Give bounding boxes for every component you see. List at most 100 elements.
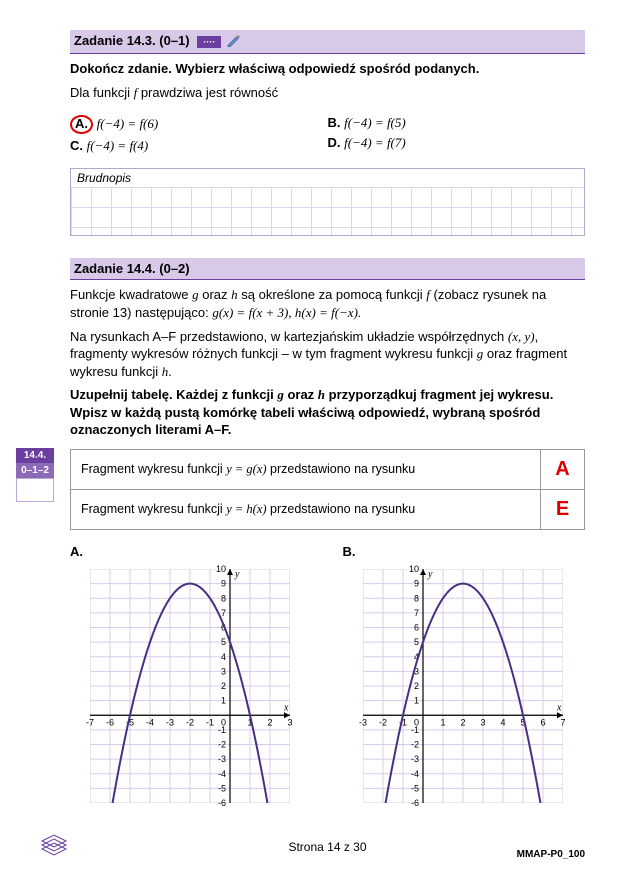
answer-B-expr: f(−4) = f(5)	[344, 115, 406, 130]
svg-text:6: 6	[413, 622, 418, 632]
r2eq: y = h(x)	[226, 502, 266, 516]
lead-pre: Dla funkcji	[70, 85, 134, 100]
p1c: są określone za pomocą funkcji	[238, 287, 427, 302]
answers-14-3: A. f(−4) = f(6) C. f(−4) = f(4) B. f(−4)…	[70, 111, 585, 158]
svg-text:-1: -1	[206, 717, 214, 727]
svg-text:-5: -5	[218, 783, 226, 793]
table-row: Fragment wykresu funkcji y = h(x) przeds…	[71, 489, 585, 529]
svg-text:-5: -5	[410, 783, 418, 793]
svg-text:0: 0	[413, 717, 418, 727]
svg-text:3: 3	[221, 666, 226, 676]
svg-text:8: 8	[221, 593, 226, 603]
p1a: Funkcje kwadratowe	[70, 287, 192, 302]
answer-D-label: D.	[328, 135, 341, 150]
table-row: Fragment wykresu funkcji y = g(x) przeds…	[71, 449, 585, 489]
svg-text:7: 7	[560, 717, 565, 727]
task-14-4-header: Zadanie 14.4. (0–2)	[70, 258, 585, 280]
task-14-3-title: Zadanie 14.3. (0–1)	[74, 33, 190, 48]
chart-B-block: B. -3-2-11234567-6-5-4-3-2-1123456789100…	[343, 544, 586, 814]
svg-text:x: x	[556, 702, 562, 713]
svg-text:1: 1	[440, 717, 445, 727]
scratch-grid	[71, 187, 584, 235]
page-number: Strona 14 z 30	[288, 840, 366, 854]
svg-text:10: 10	[408, 564, 418, 574]
p1b: oraz	[199, 287, 232, 302]
svg-text:5: 5	[221, 637, 226, 647]
svg-text:-4: -4	[218, 769, 226, 779]
svg-text:y: y	[427, 569, 433, 580]
svg-text:4: 4	[221, 652, 226, 662]
svg-text:9: 9	[413, 578, 418, 588]
page-footer: Strona 14 z 30 MMAP-P0_100	[70, 834, 585, 860]
pages-icon	[40, 831, 68, 860]
sidebar-tag-empty	[16, 478, 54, 502]
sidebar-tag-num: 14.4.	[16, 448, 54, 463]
svg-text:-4: -4	[410, 769, 418, 779]
p2a: Na rysunkach A–F przedstawiono, w kartez…	[70, 329, 508, 344]
svg-text:0: 0	[221, 717, 226, 727]
ih: h	[318, 387, 325, 402]
difficulty-badge: ····	[197, 36, 221, 48]
svg-text:-6: -6	[106, 717, 114, 727]
charts-row: A. -7-6-5-4-3-2-1123-6-5-4-3-2-112345678…	[70, 544, 585, 814]
task-14-4-p1: Funkcje kwadratowe g oraz h są określone…	[70, 286, 585, 321]
task-14-4-title: Zadanie 14.4. (0–2)	[74, 261, 190, 276]
svg-text:-4: -4	[146, 717, 154, 727]
svg-text:5: 5	[413, 637, 418, 647]
pencil-icon	[227, 33, 241, 50]
row1-text: Fragment wykresu funkcji y = g(x) przeds…	[71, 449, 541, 489]
chart-A-block: A. -7-6-5-4-3-2-1123-6-5-4-3-2-112345678…	[70, 544, 313, 814]
answer-C[interactable]: C. f(−4) = f(4)	[70, 138, 328, 154]
answer-A-label: A.	[70, 115, 93, 134]
chart-A: -7-6-5-4-3-2-1123-6-5-4-3-2-112345678910…	[70, 561, 300, 811]
svg-text:1: 1	[221, 695, 226, 705]
task-14-3-instruction: Dokończ zdanie. Wybierz właściwą odpowie…	[70, 60, 585, 78]
svg-text:-3: -3	[358, 717, 366, 727]
p2d: .	[168, 364, 172, 379]
answer-D-expr: f(−4) = f(7)	[344, 135, 406, 150]
svg-text:2: 2	[221, 681, 226, 691]
svg-text:2: 2	[413, 681, 418, 691]
row2-text: Fragment wykresu funkcji y = h(x) przeds…	[71, 489, 541, 529]
svg-text:-6: -6	[410, 798, 418, 808]
svg-text:-3: -3	[218, 754, 226, 764]
ib: oraz	[284, 387, 318, 402]
svg-text:6: 6	[540, 717, 545, 727]
svg-text:-2: -2	[186, 717, 194, 727]
r2a: Fragment wykresu funkcji	[81, 502, 226, 516]
task-14-3-lead: Dla funkcji f prawdziwa jest równość	[70, 84, 585, 102]
answer-B[interactable]: B. f(−4) = f(5)	[328, 115, 586, 131]
svg-text:y: y	[234, 569, 240, 580]
svg-text:x: x	[283, 702, 289, 713]
svg-text:3: 3	[480, 717, 485, 727]
svg-text:4: 4	[500, 717, 505, 727]
svg-text:-2: -2	[410, 739, 418, 749]
row2-answer[interactable]: E	[541, 489, 585, 529]
svg-text:9: 9	[221, 578, 226, 588]
task-14-4-p2: Na rysunkach A–F przedstawiono, w kartez…	[70, 328, 585, 381]
svg-text:3: 3	[287, 717, 292, 727]
answer-B-label: B.	[328, 115, 341, 130]
chart-A-label: A.	[70, 544, 313, 559]
scratch-label: Brudnopis	[71, 169, 584, 187]
svg-text:-3: -3	[166, 717, 174, 727]
svg-text:2: 2	[267, 717, 272, 727]
answer-C-label: C.	[70, 138, 83, 153]
ia: Uzupełnij tabelę. Każdej z funkcji	[70, 387, 277, 402]
lead-post: prawdziwa jest równość	[141, 85, 278, 100]
sidebar-tag-pts: 0–1–2	[16, 463, 54, 478]
answer-table: Fragment wykresu funkcji y = g(x) przeds…	[70, 449, 585, 530]
p1eq: g(x) = f(x + 3), h(x) = f(−x).	[212, 305, 361, 320]
scratchpad: Brudnopis	[70, 168, 585, 236]
answer-A[interactable]: A. f(−4) = f(6)	[70, 115, 328, 134]
svg-text:1: 1	[413, 695, 418, 705]
doc-code: MMAP-P0_100	[517, 849, 585, 860]
chart-B: -3-2-11234567-6-5-4-3-2-1123456789100xy	[343, 561, 573, 811]
row1-answer[interactable]: A	[541, 449, 585, 489]
answer-D[interactable]: D. f(−4) = f(7)	[328, 135, 586, 151]
sidebar-tag: 14.4. 0–1–2	[16, 448, 54, 502]
chart-B-label: B.	[343, 544, 586, 559]
svg-text:-7: -7	[86, 717, 94, 727]
p2xy: (x, y)	[508, 329, 535, 344]
answer-A-expr: f(−4) = f(6)	[97, 116, 159, 131]
